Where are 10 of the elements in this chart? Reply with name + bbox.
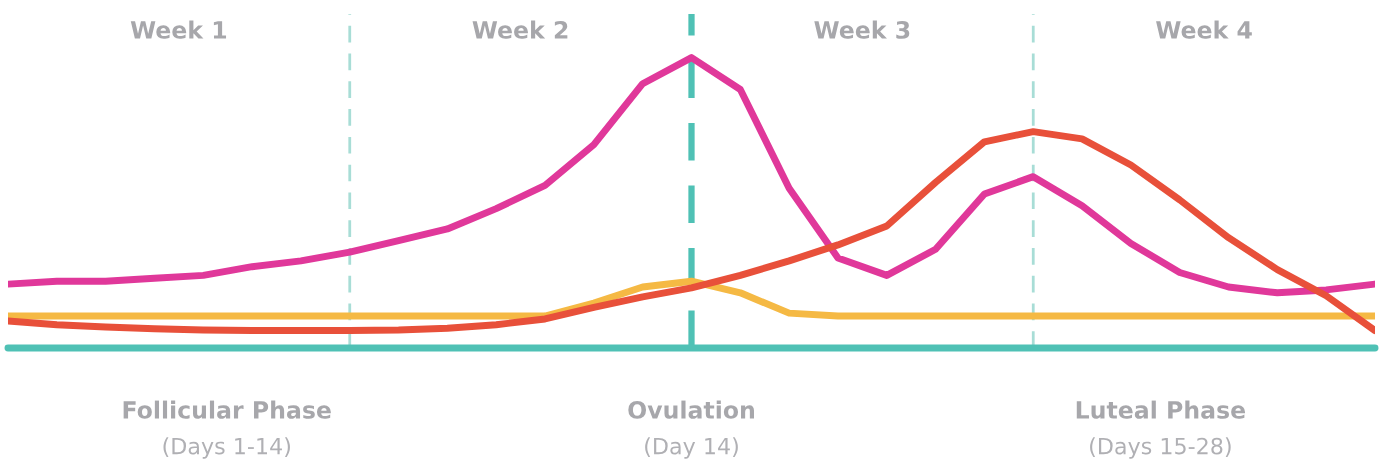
- text: Week 1: [130, 20, 227, 39]
- text: Week 2: [472, 20, 568, 39]
- text: Luteal Phase: [1076, 400, 1245, 419]
- text: (Days 15-28): [1090, 437, 1231, 459]
- text: Week 4: [1156, 20, 1252, 39]
- text: Ovulation: [628, 400, 755, 419]
- text: (Day 14): [645, 437, 738, 459]
- text: Week 3: [814, 20, 910, 39]
- text: Follicular Phase: [123, 400, 331, 419]
- text: (Days 1-14): [163, 437, 290, 459]
